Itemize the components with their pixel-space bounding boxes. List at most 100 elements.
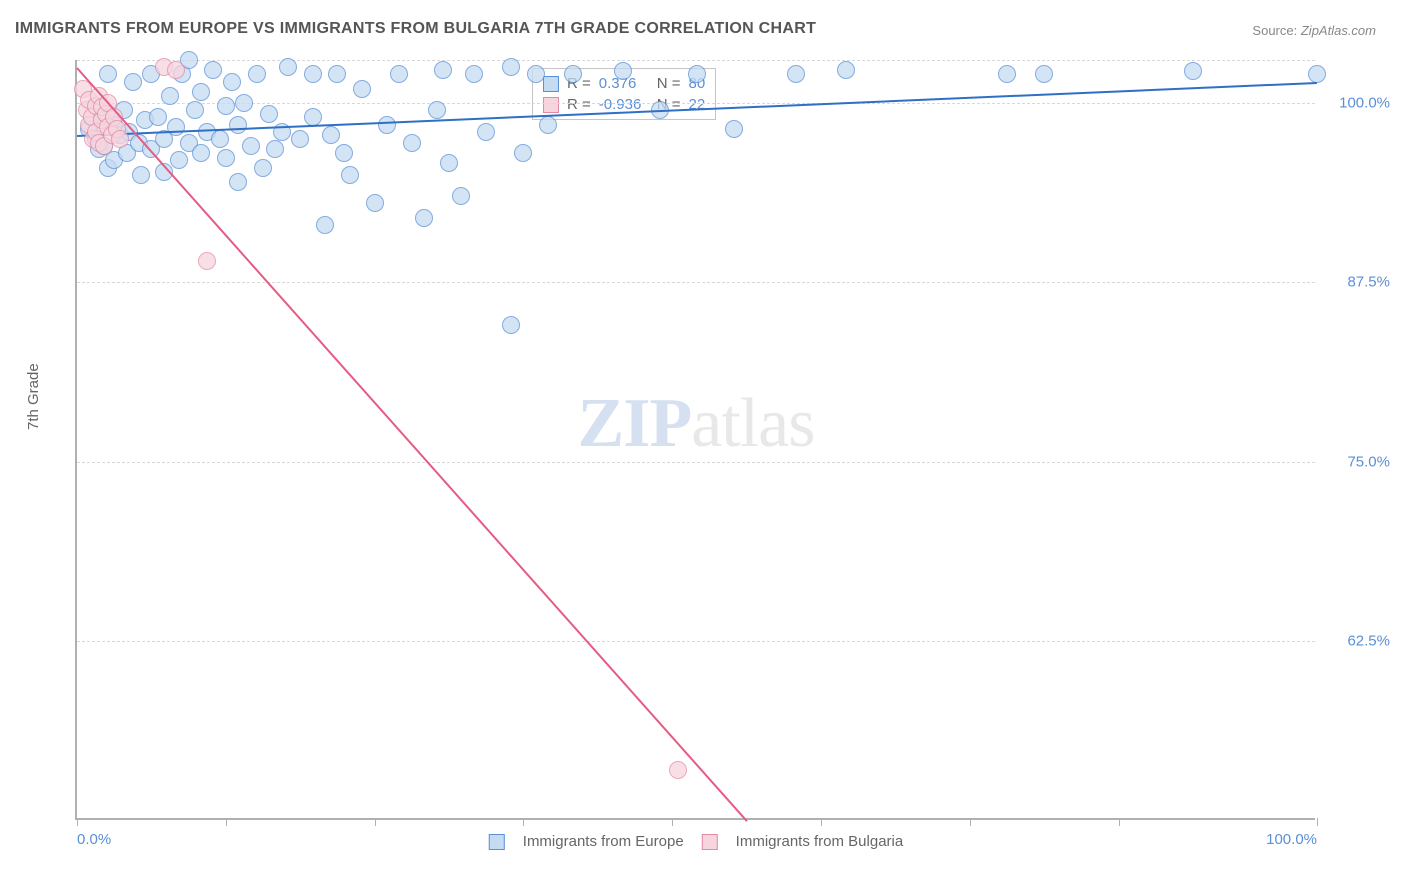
data-point <box>434 61 452 79</box>
x-tick <box>821 818 822 826</box>
x-tick <box>1119 818 1120 826</box>
data-point <box>614 62 632 80</box>
data-point <box>235 94 253 112</box>
data-point <box>688 65 706 83</box>
scatter-chart: ZIPatlas R =0.376N =80R =-0.936N =22 Imm… <box>75 60 1315 820</box>
legend-label: Immigrants from Europe <box>523 833 684 850</box>
x-tick <box>77 818 78 826</box>
data-point <box>254 159 272 177</box>
data-point <box>328 65 346 83</box>
data-point <box>167 118 185 136</box>
y-axis-label: 7th Grade <box>25 363 42 430</box>
trend-line <box>76 67 747 821</box>
data-point <box>514 144 532 162</box>
x-tick <box>970 818 971 826</box>
data-point <box>223 73 241 91</box>
data-point <box>186 101 204 119</box>
data-point <box>248 65 266 83</box>
data-point <box>161 87 179 105</box>
y-tick-label: 87.5% <box>1320 274 1390 291</box>
data-point <box>217 149 235 167</box>
x-tick <box>375 818 376 826</box>
x-tick <box>226 818 227 826</box>
series-swatch <box>543 97 559 113</box>
data-point <box>341 166 359 184</box>
data-point <box>229 116 247 134</box>
data-point <box>322 126 340 144</box>
data-point <box>217 97 235 115</box>
data-point <box>124 73 142 91</box>
data-point <box>211 130 229 148</box>
data-point <box>390 65 408 83</box>
data-point <box>787 65 805 83</box>
data-point <box>502 58 520 76</box>
data-point <box>1308 65 1326 83</box>
data-point <box>304 65 322 83</box>
source-value: ZipAtlas.com <box>1301 23 1376 38</box>
data-point <box>266 140 284 158</box>
gridline <box>77 103 1315 104</box>
y-tick-label: 75.0% <box>1320 453 1390 470</box>
r-label: R = <box>567 96 591 113</box>
x-tick <box>523 818 524 826</box>
data-point <box>502 316 520 334</box>
data-point <box>192 144 210 162</box>
data-point <box>564 65 582 83</box>
watermark-atlas: atlas <box>691 385 814 462</box>
legend-swatch <box>489 834 505 850</box>
gridline <box>77 282 1315 283</box>
data-point <box>198 252 216 270</box>
data-point <box>998 65 1016 83</box>
data-point <box>132 166 150 184</box>
watermark-zip: ZIP <box>578 385 692 462</box>
gridline <box>77 641 1315 642</box>
watermark: ZIPatlas <box>578 384 815 464</box>
data-point <box>378 116 396 134</box>
data-point <box>279 58 297 76</box>
data-point <box>452 187 470 205</box>
data-point <box>403 134 421 152</box>
data-point <box>1184 62 1202 80</box>
data-point <box>111 130 129 148</box>
data-point <box>316 216 334 234</box>
x-tick-label: 100.0% <box>1266 831 1317 848</box>
gridline <box>77 60 1315 61</box>
gridline <box>77 462 1315 463</box>
series-swatch <box>543 76 559 92</box>
data-point <box>167 61 185 79</box>
data-point <box>204 61 222 79</box>
y-tick-label: 100.0% <box>1320 95 1390 112</box>
data-point <box>260 105 278 123</box>
data-point <box>725 120 743 138</box>
data-point <box>465 65 483 83</box>
chart-title: IMMIGRANTS FROM EUROPE VS IMMIGRANTS FRO… <box>15 20 816 38</box>
legend-label: Immigrants from Bulgaria <box>736 833 904 850</box>
data-point <box>192 83 210 101</box>
data-point <box>291 130 309 148</box>
source-label: Source: <box>1252 23 1297 38</box>
data-point <box>242 137 260 155</box>
data-point <box>669 761 687 779</box>
data-point <box>428 101 446 119</box>
data-point <box>366 194 384 212</box>
x-tick <box>1317 818 1318 826</box>
data-point <box>415 209 433 227</box>
data-point <box>99 65 117 83</box>
y-tick-label: 62.5% <box>1320 632 1390 649</box>
data-point <box>353 80 371 98</box>
data-point <box>527 65 545 83</box>
data-point <box>837 61 855 79</box>
x-tick <box>672 818 673 826</box>
data-point <box>477 123 495 141</box>
legend-swatch <box>702 834 718 850</box>
x-tick-label: 0.0% <box>77 831 111 848</box>
source-attribution: Source: ZipAtlas.com <box>1252 23 1376 38</box>
data-point <box>539 116 557 134</box>
data-point <box>440 154 458 172</box>
data-point <box>149 108 167 126</box>
n-label: N = <box>657 75 681 92</box>
data-point <box>1035 65 1053 83</box>
data-point <box>335 144 353 162</box>
legend: Immigrants from Europe Immigrants from Bu… <box>489 833 903 850</box>
data-point <box>170 151 188 169</box>
